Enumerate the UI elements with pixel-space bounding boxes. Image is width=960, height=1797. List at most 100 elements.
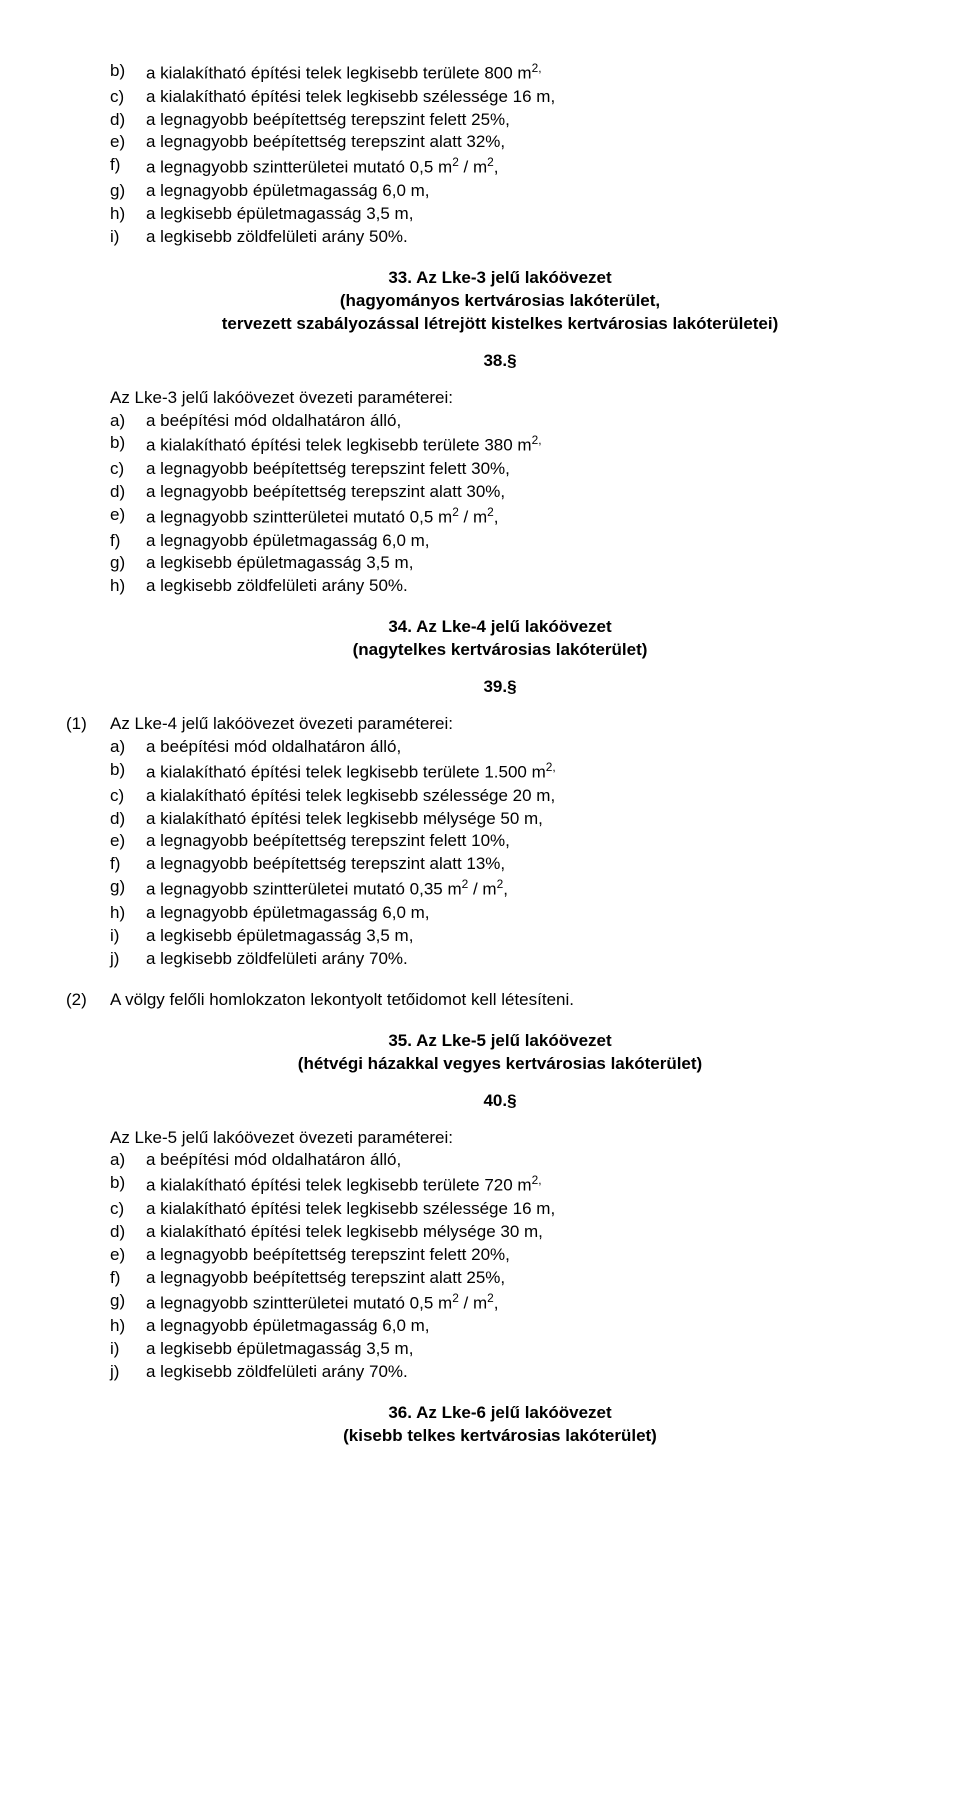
list-text: a legnagyobb épületmagasság 6,0 m, <box>146 902 890 925</box>
list-item: b)a kialakítható építési telek legkisebb… <box>110 60 890 86</box>
list-text: a legkisebb épületmagasság 3,5 m, <box>146 552 890 575</box>
list-text: a kialakítható építési telek legkisebb t… <box>146 60 890 86</box>
list-marker: f) <box>110 154 146 180</box>
list-text: a beépítési mód oldalhatáron álló, <box>146 736 890 759</box>
section-40: 40.§ <box>110 1090 890 1113</box>
list-marker: c) <box>110 458 146 481</box>
list-text: a legnagyobb beépítettség terepszint fel… <box>146 458 890 481</box>
list-text: a legnagyobb beépítettség terepszint fel… <box>146 1244 890 1267</box>
list-item: j)a legkisebb zöldfelületi arány 70%. <box>110 1361 890 1384</box>
list-item: d)a kialakítható építési telek legkisebb… <box>110 808 890 831</box>
list-text: a legkisebb épületmagasság 3,5 m, <box>146 925 890 948</box>
list-marker: b) <box>110 432 146 458</box>
list-marker: d) <box>110 1221 146 1244</box>
list-marker: e) <box>110 830 146 853</box>
list-marker: c) <box>110 86 146 109</box>
list-text: a legnagyobb épületmagasság 6,0 m, <box>146 1315 890 1338</box>
heading-36: 36. Az Lke-6 jelű lakóövezet (kisebb tel… <box>110 1402 890 1448</box>
list-item: b)a kialakítható építési telek legkisebb… <box>110 432 890 458</box>
list-item: i)a legkisebb zöldfelületi arány 50%. <box>110 226 890 249</box>
list-text: a legnagyobb beépítettség terepszint ala… <box>146 481 890 504</box>
list-marker: e) <box>110 1244 146 1267</box>
list-item: h)a legkisebb zöldfelületi arány 50%. <box>110 575 890 598</box>
heading-33-line2: (hagyományos kertvárosias lakóterület, <box>110 290 890 313</box>
list-item: e)a legnagyobb beépítettség terepszint f… <box>110 1244 890 1267</box>
list-text: a beépítési mód oldalhatáron álló, <box>146 410 890 433</box>
list-item: h)a legnagyobb épületmagasság 6,0 m, <box>110 1315 890 1338</box>
list-item: i)a legkisebb épületmagasság 3,5 m, <box>110 1338 890 1361</box>
list-item: c)a kialakítható építési telek legkisebb… <box>110 1198 890 1221</box>
list-marker: b) <box>110 60 146 86</box>
list-text: a beépítési mód oldalhatáron álló, <box>146 1149 890 1172</box>
list-marker: d) <box>110 109 146 132</box>
list-text: a legkisebb épületmagasság 3,5 m, <box>146 203 890 226</box>
list-marker: f) <box>110 530 146 553</box>
numbered-para-2: (2) A völgy felőli homlokzaton lekontyol… <box>110 989 890 1012</box>
heading-36-line2: (kisebb telkes kertvárosias lakóterület) <box>110 1425 890 1448</box>
heading-33: 33. Az Lke-3 jelű lakóövezet (hagyományo… <box>110 267 890 336</box>
list-marker: j) <box>110 1361 146 1384</box>
list-text: a kialakítható építési telek legkisebb m… <box>146 1221 890 1244</box>
list-text: a legkisebb zöldfelületi arány 70%. <box>146 948 890 971</box>
list-item: f)a legnagyobb beépítettség terepszint a… <box>110 1267 890 1290</box>
list-marker: i) <box>110 226 146 249</box>
list-text: a legnagyobb beépítettség terepszint ala… <box>146 131 890 154</box>
list-marker: b) <box>110 759 146 785</box>
list-text: a kialakítható építési telek legkisebb t… <box>146 1172 890 1198</box>
list-text: a legnagyobb beépítettség terepszint ala… <box>146 1267 890 1290</box>
list-marker: c) <box>110 1198 146 1221</box>
list-text: a kialakítható építési telek legkisebb s… <box>146 86 890 109</box>
list-text: a legnagyobb szintterületei mutató 0,5 m… <box>146 1290 890 1316</box>
list-marker: g) <box>110 180 146 203</box>
list-item: h)a legkisebb épületmagasság 3,5 m, <box>110 203 890 226</box>
list-marker: d) <box>110 808 146 831</box>
list-item: d)a kialakítható építési telek legkisebb… <box>110 1221 890 1244</box>
list-item: e)a legnagyobb beépítettség terepszint a… <box>110 131 890 154</box>
list-item: c)a kialakítható építési telek legkisebb… <box>110 86 890 109</box>
block-4-intro: Az Lke-5 jelű lakóövezet övezeti paramét… <box>110 1127 890 1150</box>
list-text: a legnagyobb beépítettség terepszint fel… <box>146 109 890 132</box>
block-2-intro: Az Lke-3 jelű lakóövezet övezeti paramét… <box>110 387 890 410</box>
list-marker: h) <box>110 1315 146 1338</box>
list-text: a kialakítható építési telek legkisebb s… <box>146 1198 890 1221</box>
list-text: a legnagyobb beépítettség terepszint fel… <box>146 830 890 853</box>
list-item: f)a legnagyobb szintterületei mutató 0,5… <box>110 154 890 180</box>
heading-36-line1: 36. Az Lke-6 jelű lakóövezet <box>110 1402 890 1425</box>
list-item: h)a legnagyobb épületmagasság 6,0 m, <box>110 902 890 925</box>
para-number-1: (1) <box>66 713 110 989</box>
list-item: c)a kialakítható építési telek legkisebb… <box>110 785 890 808</box>
list-item: f)a legnagyobb épületmagasság 6,0 m, <box>110 530 890 553</box>
list-marker: h) <box>110 902 146 925</box>
list-item: b)a kialakítható építési telek legkisebb… <box>110 1172 890 1198</box>
heading-35: 35. Az Lke-5 jelű lakóövezet (hétvégi há… <box>110 1030 890 1076</box>
list-text: a legnagyobb beépítettség terepszint ala… <box>146 853 890 876</box>
list-marker: g) <box>110 552 146 575</box>
list-marker: f) <box>110 853 146 876</box>
list-marker: h) <box>110 203 146 226</box>
list-marker: g) <box>110 876 146 902</box>
para-2-text: A völgy felőli homlokzaton lekontyolt te… <box>110 989 890 1012</box>
heading-35-line1: 35. Az Lke-5 jelű lakóövezet <box>110 1030 890 1053</box>
list-marker: h) <box>110 575 146 598</box>
heading-34-line1: 34. Az Lke-4 jelű lakóövezet <box>110 616 890 639</box>
heading-33-line1: 33. Az Lke-3 jelű lakóövezet <box>110 267 890 290</box>
list-marker: b) <box>110 1172 146 1198</box>
list-item: g)a legnagyobb szintterületei mutató 0,3… <box>110 876 890 902</box>
list-marker: f) <box>110 1267 146 1290</box>
list-marker: i) <box>110 1338 146 1361</box>
list-block-4: a)a beépítési mód oldalhatáron álló,b)a … <box>110 1149 890 1384</box>
list-marker: e) <box>110 131 146 154</box>
list-marker: a) <box>110 1149 146 1172</box>
list-item: g)a legnagyobb szintterületei mutató 0,5… <box>110 1290 890 1316</box>
list-block-3: a)a beépítési mód oldalhatáron álló,b)a … <box>110 736 890 971</box>
list-item: g)a legnagyobb épületmagasság 6,0 m, <box>110 180 890 203</box>
list-item: e)a legnagyobb beépítettség terepszint f… <box>110 830 890 853</box>
list-block-2: a)a beépítési mód oldalhatáron álló,b)a … <box>110 410 890 599</box>
list-marker: i) <box>110 925 146 948</box>
list-text: a kialakítható építési telek legkisebb s… <box>146 785 890 808</box>
list-marker: a) <box>110 410 146 433</box>
heading-33-line3: tervezett szabályozással létrejött kiste… <box>110 313 890 336</box>
list-text: a legnagyobb épületmagasság 6,0 m, <box>146 530 890 553</box>
list-text: a legkisebb zöldfelületi arány 50%. <box>146 226 890 249</box>
list-text: a legnagyobb szintterületei mutató 0,5 m… <box>146 154 890 180</box>
